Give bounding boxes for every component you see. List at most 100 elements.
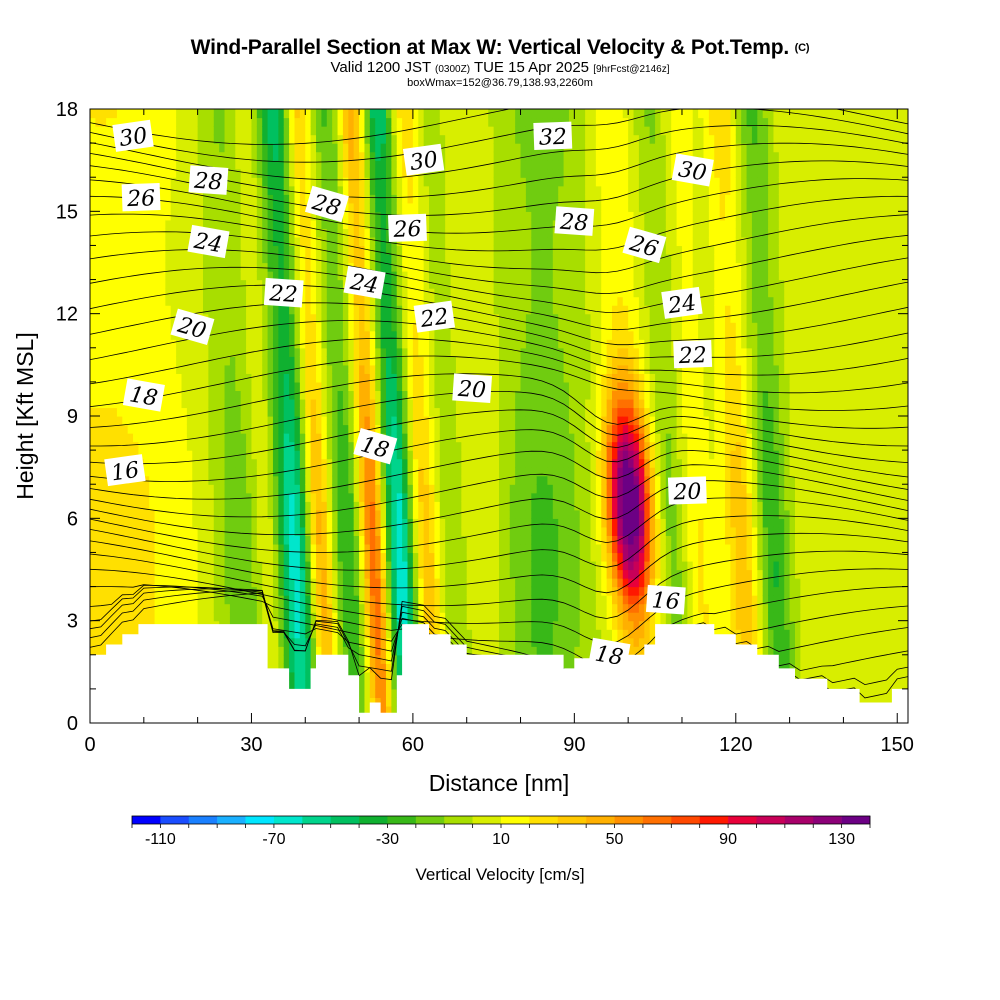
w-cell <box>197 535 204 545</box>
w-cell <box>348 578 355 588</box>
w-cell <box>197 253 204 264</box>
w-cell <box>229 339 236 349</box>
w-cell <box>369 603 376 613</box>
w-cell <box>122 219 129 229</box>
w-cell <box>283 381 290 392</box>
w-cell <box>316 364 323 374</box>
w-cell <box>116 245 123 255</box>
w-cell <box>342 228 349 238</box>
w-cell <box>429 271 436 281</box>
w-cell <box>278 168 285 178</box>
w-cell <box>267 433 274 443</box>
w-cell <box>299 381 306 392</box>
w-cell <box>272 160 279 170</box>
w-cell <box>316 177 323 187</box>
w-cell <box>186 433 193 443</box>
w-cell <box>326 296 333 306</box>
w-cell <box>213 398 220 409</box>
w-cell <box>445 424 452 434</box>
w-cell <box>127 296 134 306</box>
w-cell <box>256 347 263 357</box>
w-cell <box>369 356 376 366</box>
w-cell <box>359 117 366 127</box>
w-cell <box>418 288 425 298</box>
w-cell <box>407 262 414 272</box>
w-cell <box>342 271 349 281</box>
w-cell <box>375 330 382 340</box>
w-cell <box>434 202 441 212</box>
w-cell <box>407 381 414 392</box>
w-cell <box>348 569 355 579</box>
w-cell <box>262 407 269 417</box>
w-cell <box>283 219 290 229</box>
w-cell <box>359 509 366 519</box>
w-cell <box>423 398 430 409</box>
w-cell <box>278 381 285 392</box>
w-cell <box>229 578 236 588</box>
w-cell <box>272 109 279 119</box>
w-cell <box>455 492 462 502</box>
w-cell <box>348 416 355 426</box>
w-cell <box>283 305 290 315</box>
w-cell <box>359 305 366 315</box>
w-cell <box>445 143 452 153</box>
w-cell <box>412 484 419 494</box>
w-cell <box>353 595 360 605</box>
w-cell <box>100 364 107 374</box>
w-cell <box>353 322 360 332</box>
w-cell <box>299 109 306 119</box>
w-cell <box>181 151 188 161</box>
w-cell <box>127 612 134 622</box>
w-cell <box>143 151 150 161</box>
w-cell <box>429 407 436 417</box>
w-cell <box>106 109 113 119</box>
w-cell <box>294 620 301 630</box>
w-cell <box>337 424 344 434</box>
w-cell <box>342 433 349 443</box>
w-cell <box>283 612 290 622</box>
w-cell <box>434 134 441 144</box>
w-cell <box>407 364 414 374</box>
w-cell <box>450 450 457 460</box>
w-cell <box>229 109 236 119</box>
w-cell <box>246 296 253 306</box>
w-cell <box>364 143 371 153</box>
w-cell <box>143 271 150 281</box>
w-cell <box>418 185 425 195</box>
w-cell <box>407 330 414 340</box>
w-cell <box>299 322 306 332</box>
w-cell <box>165 168 172 178</box>
w-cell <box>267 245 274 255</box>
w-cell <box>154 526 161 536</box>
w-cell <box>176 356 183 366</box>
w-cell <box>342 296 349 306</box>
w-cell <box>299 288 306 298</box>
w-cell <box>111 407 118 417</box>
w-cell <box>385 347 392 357</box>
w-cell <box>299 671 306 681</box>
w-cell <box>455 151 462 161</box>
w-cell <box>219 560 226 571</box>
w-cell <box>95 219 102 229</box>
w-cell <box>450 595 457 605</box>
w-cell <box>176 271 183 281</box>
w-cell <box>246 194 253 204</box>
w-cell <box>251 407 258 417</box>
w-cell <box>364 654 371 664</box>
w-cell <box>364 339 371 349</box>
w-cell <box>181 126 188 136</box>
w-cell <box>364 663 371 673</box>
w-cell <box>272 245 279 255</box>
w-cell <box>116 637 123 647</box>
w-cell <box>353 569 360 579</box>
w-cell <box>138 501 145 511</box>
w-cell <box>396 552 403 562</box>
w-cell <box>262 381 269 392</box>
w-cell <box>445 475 452 485</box>
w-cell <box>213 475 220 485</box>
w-cell <box>407 612 414 622</box>
w-cell <box>143 236 150 247</box>
w-cell <box>434 450 441 460</box>
w-cell <box>407 416 414 426</box>
w-cell <box>111 236 118 247</box>
